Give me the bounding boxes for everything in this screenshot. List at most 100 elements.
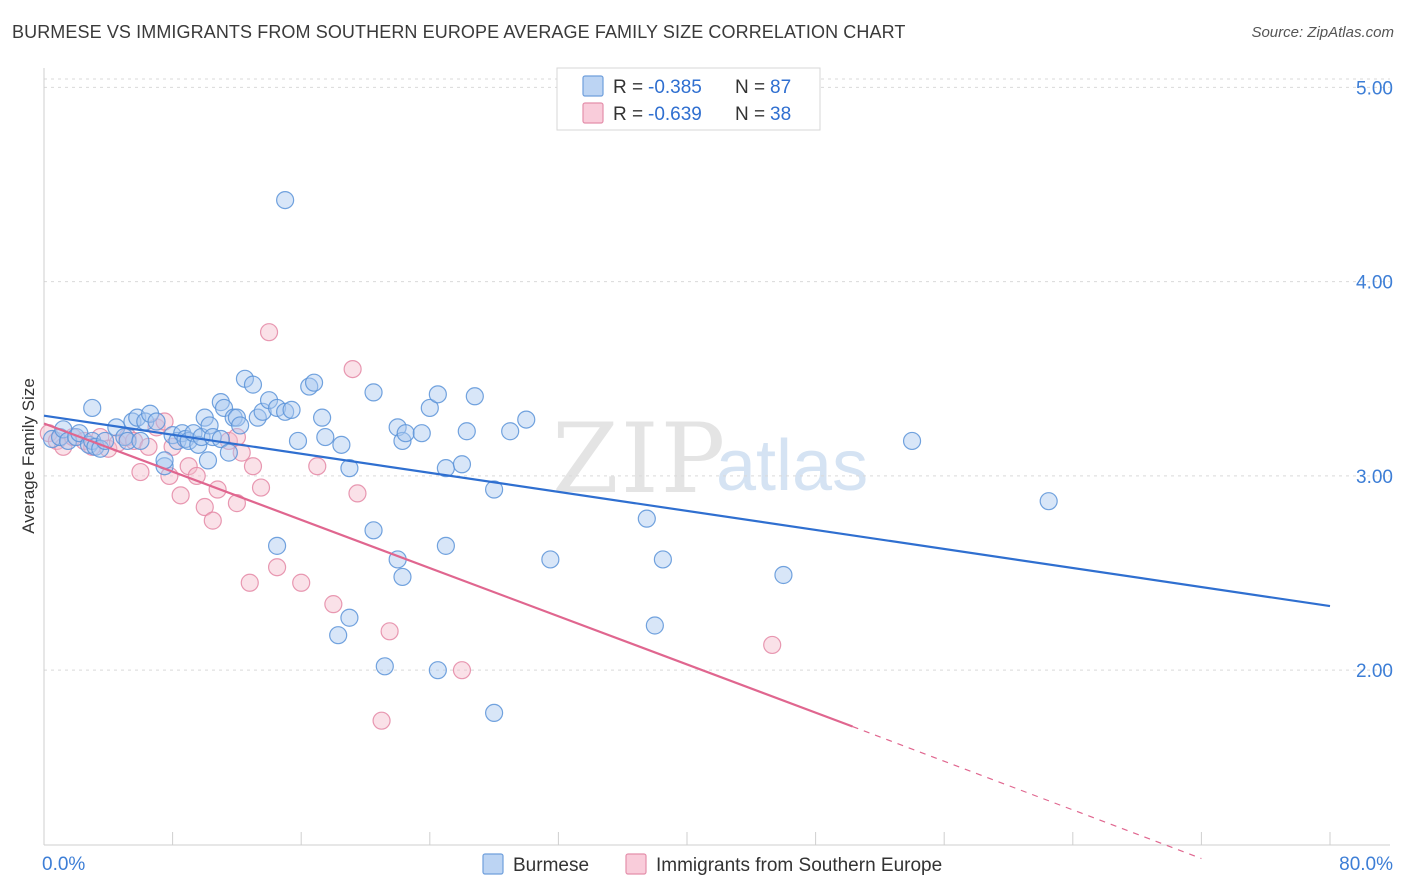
blue-point-17 <box>131 431 150 451</box>
blue-point-67 <box>457 422 476 441</box>
pink-point-31 <box>267 558 287 577</box>
blue-point-20 <box>147 412 166 431</box>
chart-title: BURMESE VS IMMIGRANTS FROM SOUTHERN EURO… <box>12 22 906 42</box>
bottom-legend-swatch-blue <box>482 853 504 875</box>
blue-point-36 <box>211 393 230 412</box>
blue-point-62 <box>412 424 431 443</box>
legend-n-label-blue: N = <box>735 77 765 98</box>
pink-point-38 <box>372 711 391 730</box>
legend-n-value-blue: 87 <box>770 77 791 98</box>
blue-point-53 <box>304 373 324 392</box>
x-tick-label-min: 0.0% <box>42 854 85 875</box>
pink-point-34 <box>324 595 343 614</box>
blue-point-71 <box>267 536 287 555</box>
y-tick-label-1: 3.00 <box>1356 467 1393 488</box>
watermark-zip: ZIP <box>552 403 727 515</box>
blue-point-87 <box>902 431 922 451</box>
y-axis-label: Average Family Size <box>19 378 38 534</box>
blue-point-54 <box>312 408 332 427</box>
blue-point-57 <box>340 459 359 478</box>
pink-point-11 <box>131 462 150 482</box>
blue-point-70 <box>517 410 536 429</box>
blue-point-10 <box>83 398 102 418</box>
series-pink-points <box>39 323 782 730</box>
pink-point-27 <box>240 573 259 592</box>
blue-point-44 <box>248 408 267 427</box>
trend-line-pink <box>43 422 853 728</box>
blue-point-84 <box>653 550 672 569</box>
y-tick-labels: 2.00 3.00 4.00 5.00 <box>1356 78 1393 682</box>
blue-point-79 <box>436 536 455 555</box>
pink-point-17 <box>171 486 190 505</box>
blue-point-63 <box>420 398 439 418</box>
legend-swatch-blue <box>582 75 604 97</box>
pink-point-36 <box>348 484 367 503</box>
legend-box: R = -0.385 N = 87 R = -0.639 N = 38 <box>556 67 821 131</box>
blue-point-77 <box>375 657 394 676</box>
watermark-atlas: atlas <box>716 426 868 506</box>
pink-point-29 <box>251 478 271 497</box>
pink-point-35 <box>343 359 362 379</box>
blue-point-69 <box>501 422 520 441</box>
bottom-legend-swatch-pink <box>625 853 647 875</box>
blue-point-50 <box>276 190 295 210</box>
blue-point-76 <box>329 626 348 645</box>
blue-point-61 <box>396 424 415 443</box>
legend-r-value-blue: -0.385 <box>648 77 702 98</box>
blue-point-74 <box>393 567 412 587</box>
legend-swatch-pink <box>582 102 604 124</box>
blue-point-75 <box>340 608 359 627</box>
pink-point-39 <box>452 661 472 680</box>
legend-n-value-pink: 38 <box>770 104 791 125</box>
blue-point-49 <box>282 400 301 419</box>
y-tick-label-2: 4.00 <box>1356 273 1393 294</box>
bottom-legend-label-blue: Burmese <box>513 855 589 876</box>
y-tick-label-0: 2.00 <box>1356 661 1393 682</box>
blue-point-88 <box>1039 492 1058 511</box>
blue-point-82 <box>541 550 560 569</box>
pink-point-37 <box>380 622 399 641</box>
blue-point-32 <box>200 416 219 435</box>
trend-line-pink-extension <box>852 725 1202 860</box>
legend-r-label-pink: R = <box>613 104 643 125</box>
pink-point-20 <box>195 497 214 517</box>
legend-n-label-pink: N = <box>735 104 765 125</box>
pink-point-40 <box>763 635 782 655</box>
bottom-legend: Burmese Immigrants from Southern Europe <box>482 853 942 876</box>
blue-point-37 <box>214 398 234 418</box>
blue-point-80 <box>485 480 504 499</box>
blue-point-68 <box>465 387 484 406</box>
pink-point-30 <box>259 323 279 342</box>
legend-r-label-blue: R = <box>613 77 643 98</box>
pink-point-33 <box>308 457 327 476</box>
trend-line-blue <box>43 414 1331 608</box>
blue-point-72 <box>364 521 383 540</box>
series-blue-points <box>42 190 1058 723</box>
pink-point-28 <box>243 457 263 476</box>
blue-point-45 <box>253 402 272 421</box>
pink-point-21 <box>203 511 222 530</box>
blue-point-51 <box>288 431 308 451</box>
legend-r-value-pink: -0.639 <box>648 104 702 125</box>
blue-point-41 <box>231 416 250 435</box>
blue-point-43 <box>243 375 263 394</box>
blue-point-78 <box>428 661 447 680</box>
blue-point-56 <box>332 435 351 454</box>
pink-point-32 <box>292 573 311 592</box>
x-axis-ticks <box>43 832 1331 845</box>
blue-point-83 <box>637 509 656 528</box>
blue-point-55 <box>316 427 335 447</box>
blue-point-38 <box>219 443 238 462</box>
blue-point-66 <box>452 455 472 474</box>
blue-point-48 <box>276 402 295 421</box>
x-tick-label-max: 80.0% <box>1339 854 1393 875</box>
trend-lines <box>43 414 1331 860</box>
source-label: Source: ZipAtlas.com <box>1251 24 1394 41</box>
blue-point-58 <box>364 383 383 402</box>
blue-point-81 <box>485 703 504 723</box>
y-tick-label-3: 5.00 <box>1356 78 1393 99</box>
blue-point-85 <box>645 616 664 635</box>
blue-point-34 <box>198 451 218 470</box>
blue-point-14 <box>118 431 137 451</box>
